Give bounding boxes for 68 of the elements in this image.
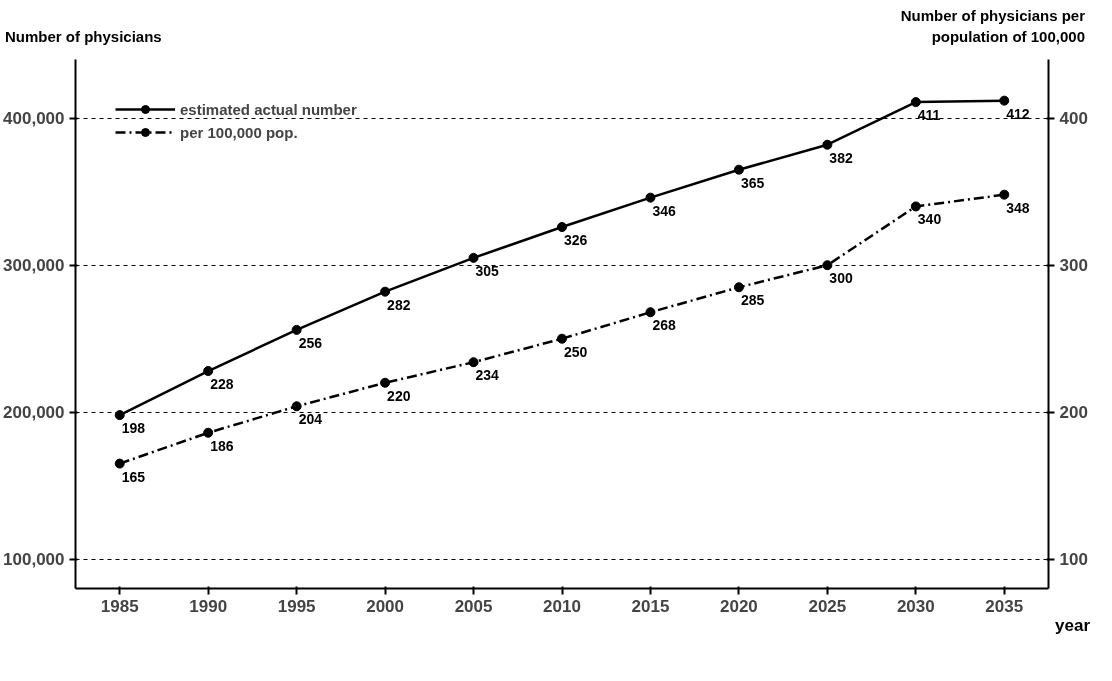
annotation: 305 xyxy=(475,262,500,279)
point xyxy=(557,222,567,233)
annotation: 228 xyxy=(210,376,234,393)
annotation: 326 xyxy=(564,232,588,249)
point xyxy=(468,252,479,263)
point xyxy=(733,282,744,293)
y2-tick-label: 200 xyxy=(1059,403,1088,423)
point xyxy=(910,97,921,108)
data-label: 186 xyxy=(210,437,234,454)
data-label: 268 xyxy=(652,317,677,334)
x-tick-label: 2025 xyxy=(808,596,847,616)
y-axis-title: Number of physicians xyxy=(5,27,162,48)
data-label: 204 xyxy=(298,411,323,428)
data-label: 250 xyxy=(564,343,588,360)
x-tick-label: 2005 xyxy=(454,596,493,616)
point xyxy=(380,286,391,297)
x-tick-label: 2020 xyxy=(720,596,758,616)
y2-axis-title: Number of physicians per population of 100,000 xyxy=(899,6,1085,48)
point xyxy=(114,410,125,421)
point xyxy=(203,366,214,377)
data-label: 165 xyxy=(121,468,146,485)
data-label: 340 xyxy=(917,211,942,228)
annotation: 346 xyxy=(652,202,677,219)
x-tick-label: 2015 xyxy=(631,596,670,616)
x-tick-label: 1990 xyxy=(189,596,228,616)
x-tick-label: 2000 xyxy=(366,596,405,616)
point xyxy=(557,333,567,344)
point xyxy=(291,324,302,335)
annotation: 198 xyxy=(121,420,146,437)
point xyxy=(822,260,833,271)
annotation: 365 xyxy=(740,174,765,191)
y-tick-label: 100,000 xyxy=(3,550,65,570)
data-label: 348 xyxy=(1006,199,1030,216)
point xyxy=(645,192,656,203)
point xyxy=(822,139,833,150)
data-label: 285 xyxy=(740,292,765,309)
annotation: 412 xyxy=(1006,105,1030,122)
point xyxy=(114,458,125,469)
x-axis-title: year xyxy=(1054,615,1090,637)
y-tick-label: 300,000 xyxy=(3,256,65,276)
data-label: 220 xyxy=(387,387,411,404)
point xyxy=(203,427,214,438)
data-label: 300 xyxy=(829,270,853,287)
x-tick-label: 1995 xyxy=(277,596,316,616)
point xyxy=(999,95,1010,106)
x-tick-label: 2035 xyxy=(985,596,1024,616)
point xyxy=(291,401,302,412)
y2-tick-label: 100 xyxy=(1059,550,1088,570)
x-tick-label: 2030 xyxy=(896,596,935,616)
annotation: 282 xyxy=(387,296,411,313)
data-label: 234 xyxy=(475,367,500,384)
point xyxy=(999,189,1010,200)
annotation: 382 xyxy=(829,149,853,166)
point xyxy=(910,201,921,212)
point xyxy=(468,357,479,368)
y-tick-label: 400,000 xyxy=(3,109,65,129)
legend-label: per 100,000 pop. xyxy=(180,123,298,141)
y-tick-label: 200,000 xyxy=(3,403,65,423)
point xyxy=(380,377,391,388)
annotation: 256 xyxy=(298,334,323,351)
annotation: 411 xyxy=(917,107,941,124)
y2-tick-label: 300 xyxy=(1059,256,1088,276)
point xyxy=(733,164,744,175)
x-tick-label: 2010 xyxy=(543,596,581,616)
legend-label: estimated actual number xyxy=(180,100,357,118)
x-tick-label: 1985 xyxy=(100,596,139,616)
y2-tick-label: 400 xyxy=(1059,109,1088,129)
point xyxy=(645,307,656,318)
